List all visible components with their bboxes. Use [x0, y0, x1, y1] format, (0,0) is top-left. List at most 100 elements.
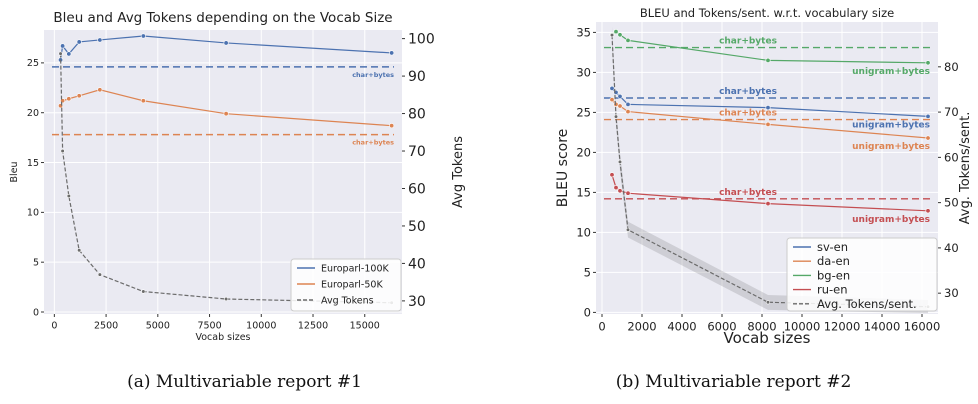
x-tick-label: 12000: [824, 320, 861, 334]
legend-label: ru-en: [817, 283, 848, 297]
data-point: [67, 194, 71, 198]
data-point: [60, 44, 64, 48]
data-point: [389, 123, 393, 127]
data-point: [626, 228, 630, 232]
data-point: [77, 249, 81, 253]
data-point: [614, 115, 618, 119]
end-label: unigram+bytes: [852, 120, 930, 130]
data-point: [224, 297, 228, 301]
caption-b: (b) Multivariable report #2: [489, 372, 978, 392]
data-point: [626, 38, 630, 42]
x-axis-label: Vocab sizes: [195, 332, 250, 343]
y2-tick-label: 60: [944, 150, 959, 164]
data-point: [59, 52, 63, 56]
data-point: [610, 173, 614, 177]
y-tick-label: 10: [576, 225, 591, 239]
data-point: [77, 40, 81, 44]
data-point: [618, 33, 622, 37]
y2-axis-label: Avg Tokens: [451, 136, 466, 208]
x-tick-label: 10000: [246, 321, 276, 332]
data-point: [926, 136, 930, 140]
data-point: [98, 273, 102, 277]
y-tick-label: 0: [584, 305, 591, 319]
y2-tick-label: 80: [408, 106, 426, 122]
y2-axis-label: Avg. Tokens/sent.: [958, 112, 973, 225]
y-tick-label: 25: [27, 58, 39, 69]
data-point: [614, 185, 618, 189]
x-tick-label: 15000: [350, 321, 380, 332]
baseline-label: char+bytes: [719, 87, 777, 97]
data-point: [766, 201, 770, 205]
data-point: [626, 109, 630, 113]
y-tick-label: 35: [576, 25, 591, 39]
x-tick-label: 7500: [197, 321, 221, 332]
end-label: unigram+bytes: [852, 142, 930, 152]
y2-tick-label: 70: [944, 105, 959, 119]
y2-tick-label: 80: [944, 60, 959, 74]
y-tick-label: 20: [27, 108, 39, 119]
data-point: [926, 209, 930, 213]
data-point: [141, 99, 145, 103]
x-tick-label: 14000: [864, 320, 901, 334]
y-tick-label: 5: [33, 258, 39, 269]
data-point: [98, 88, 102, 92]
data-point: [224, 41, 228, 45]
y2-tick-label: 50: [944, 196, 959, 210]
chart-title: BLEU and Tokens/sent. w.r.t. vocabulary …: [640, 6, 894, 20]
y2-tick-label: 60: [408, 181, 426, 197]
y2-tick-label: 30: [408, 294, 426, 310]
data-point: [610, 33, 614, 37]
data-point: [67, 52, 71, 56]
data-point: [626, 102, 630, 106]
y2-tick-label: 40: [944, 241, 959, 255]
end-label: unigram+bytes: [852, 67, 930, 77]
data-point: [766, 105, 770, 109]
y-axis-label: BLEU score: [555, 129, 571, 208]
chart-1: Bleu and Avg Tokens depending on the Voc…: [9, 10, 466, 343]
data-point: [618, 160, 622, 164]
legend: Europarl-100K Europarl-50K Avg Tokens: [291, 259, 401, 311]
data-point: [926, 114, 930, 118]
data-point: [77, 94, 81, 98]
data-point: [618, 189, 622, 193]
baseline-label: char+bytes: [719, 37, 777, 47]
data-point: [141, 34, 145, 38]
data-point: [618, 104, 622, 108]
legend-label: Europarl-50K: [321, 279, 383, 290]
baseline-label: char+bytes: [352, 71, 394, 79]
legend-label: Avg. Tokens/sent.: [817, 297, 917, 311]
y2-tick-label: 100: [408, 32, 435, 48]
legend-label: Europarl-100K: [321, 263, 389, 274]
y2-tick-label: 40: [408, 256, 426, 272]
x-tick-label: 0: [598, 320, 605, 334]
y-tick-label: 30: [576, 65, 591, 79]
x-tick-label: 0: [51, 321, 57, 332]
x-tick-label: 2500: [94, 321, 118, 332]
y-tick-label: 20: [576, 145, 591, 159]
chart-2: BLEU and Tokens/sent. w.r.t. vocabulary …: [555, 6, 973, 347]
caption-a: (a) Multivariable report #1: [0, 372, 489, 392]
data-point: [61, 149, 65, 153]
y2-tick-label: 90: [408, 69, 426, 85]
y-tick-label: 15: [576, 185, 591, 199]
end-label: unigram+bytes: [852, 215, 930, 225]
data-point: [766, 300, 770, 304]
data-point: [142, 290, 146, 294]
data-point: [766, 122, 770, 126]
data-point: [766, 58, 770, 62]
baseline-label: char+bytes: [719, 109, 777, 119]
data-point: [610, 97, 614, 101]
legend-label: bg-en: [817, 268, 850, 282]
legend-label: sv-en: [817, 240, 848, 254]
data-point: [389, 51, 393, 55]
legend-label: Avg Tokens: [321, 295, 374, 306]
y-axis-label: Bleu: [9, 161, 20, 182]
y-tick-label: 0: [33, 307, 39, 318]
legend-label: da-en: [817, 254, 850, 268]
data-point: [926, 61, 930, 65]
data-point: [67, 97, 71, 101]
y2-tick-label: 30: [944, 286, 959, 300]
y-tick-label: 15: [27, 158, 39, 169]
